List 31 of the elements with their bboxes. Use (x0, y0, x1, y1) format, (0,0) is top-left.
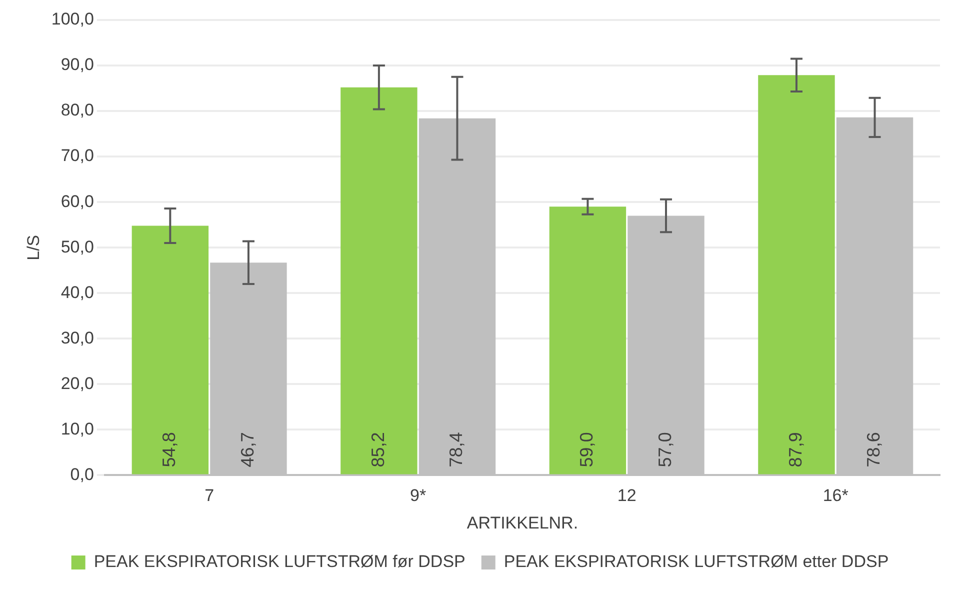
data-label: 78,4 (446, 432, 466, 468)
data-label: 54,8 (159, 432, 180, 468)
bar (340, 87, 418, 474)
bar (758, 75, 835, 474)
bar (132, 226, 209, 474)
y-tick-label: 20,0 (60, 374, 94, 393)
bar (549, 206, 626, 474)
y-tick-label: 60,0 (60, 192, 94, 211)
y-tick-label: 90,0 (60, 55, 94, 74)
legend-label: PEAK EKSPIRATORISK LUFTSTRØM før DDSP (94, 552, 466, 572)
y-tick-label: 100,0 (51, 10, 94, 29)
x-tick-label: 12 (617, 486, 636, 506)
data-label: 46,7 (237, 432, 258, 468)
x-tick-label: 7 (204, 486, 214, 506)
data-label: 78,6 (864, 432, 884, 468)
y-tick-label: 30,0 (60, 328, 94, 348)
data-label: 57,0 (654, 432, 675, 468)
y-axis-title: L/S (24, 234, 43, 260)
y-tick-label: 10,0 (60, 419, 94, 438)
x-axis-title: ARTIKKELNR. (466, 513, 578, 532)
data-label: 59,0 (576, 432, 597, 468)
y-tick-label: 80,0 (60, 100, 94, 120)
data-label: 85,2 (368, 432, 388, 468)
y-tick-label: 70,0 (60, 146, 94, 166)
data-label: 87,9 (785, 432, 806, 468)
legend-label: PEAK EKSPIRATORISK LUFTSTRØM etter DDSP (504, 552, 889, 572)
x-tick-label: 9* (410, 486, 427, 506)
y-tick-label: 0,0 (70, 464, 94, 484)
x-tick-label: 16* (822, 486, 849, 506)
y-tick-label: 50,0 (60, 237, 94, 256)
y-tick-label: 40,0 (60, 282, 94, 302)
